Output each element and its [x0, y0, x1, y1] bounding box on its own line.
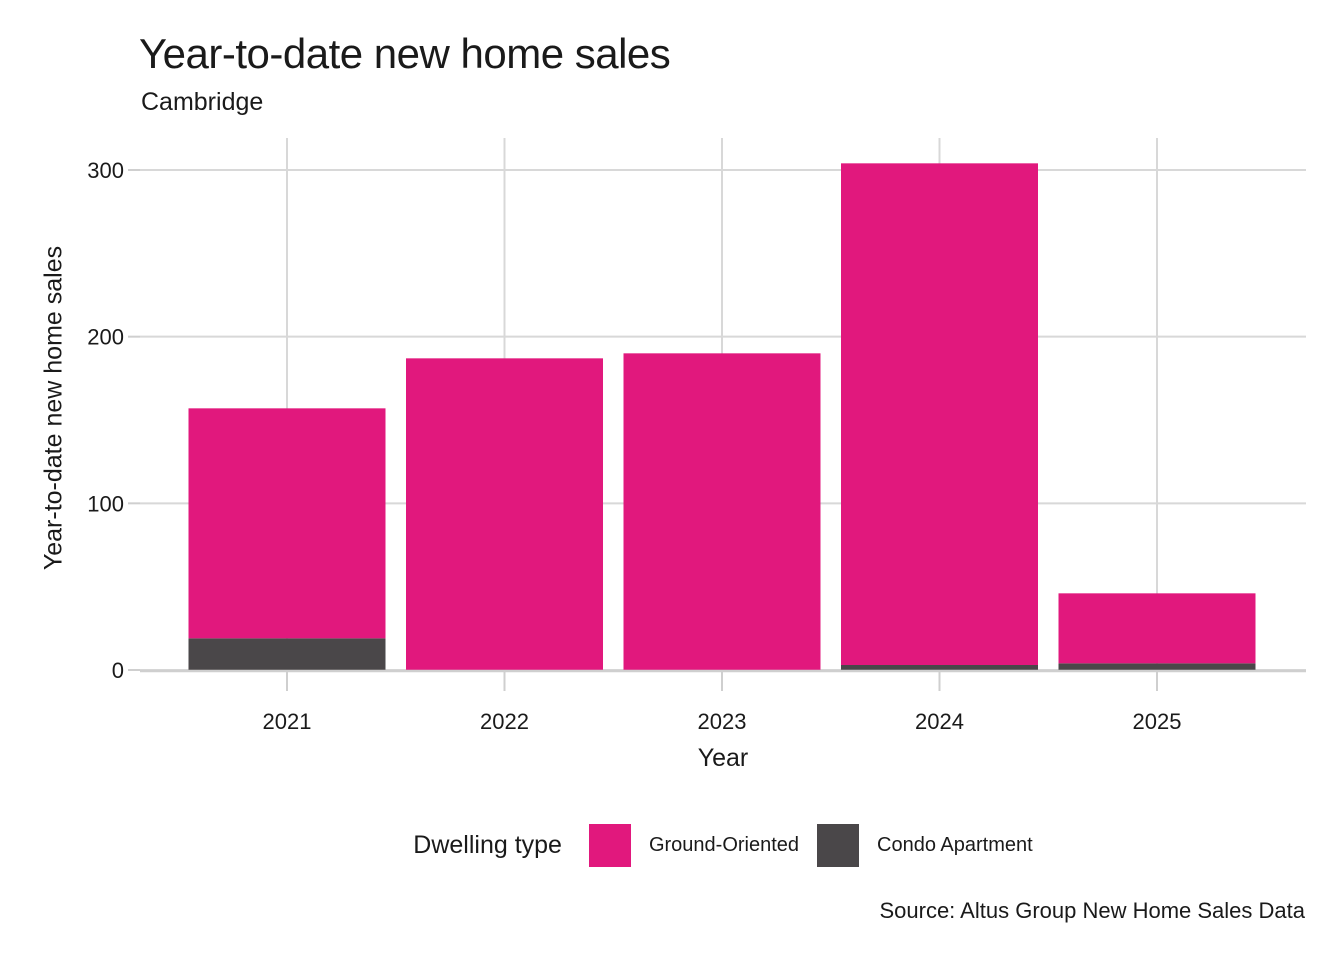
x-tick-label: 2025	[1133, 709, 1182, 734]
bar-segment-2021-ground-oriented	[188, 408, 386, 639]
chart-subtitle: Cambridge	[141, 88, 264, 116]
legend-label: Ground-Oriented	[648, 833, 800, 856]
y-axis-title: Year-to-date new home sales	[39, 245, 68, 571]
x-tick-label: 2021	[263, 709, 312, 734]
ground-oriented-swatch-icon	[588, 823, 631, 867]
legend-label: Condo Apartment	[877, 833, 1033, 856]
bar-segment-2022-ground-oriented	[406, 358, 603, 670]
x-axis-title: Year	[697, 744, 749, 772]
legend-item-ground-oriented: Ground-Oriented	[588, 823, 800, 867]
y-tick-label: 300	[87, 158, 124, 183]
x-tick-label: 2023	[698, 709, 747, 734]
y-tick-label: 0	[112, 658, 124, 683]
legend-item-condo-apartment: Condo Apartment	[817, 823, 1033, 867]
bar-segment-2023-ground-oriented	[623, 353, 821, 670]
bar-segment-2024-ground-oriented	[841, 163, 1038, 666]
source-note: Source: Altus Group New Home Sales Data	[879, 898, 1305, 923]
bar-segment-2024-condo-apartment	[841, 665, 1038, 670]
chart-title: Year-to-date new home sales	[139, 30, 671, 77]
y-tick-label: 200	[87, 325, 124, 350]
x-tick-label: 2022	[480, 709, 529, 734]
legend: Dwelling type Ground-Oriented Condo Apar…	[140, 816, 1306, 874]
x-tick-label: 2024	[915, 709, 964, 734]
legend-title: Dwelling type	[413, 830, 562, 859]
condo-apartment-swatch-icon	[817, 823, 860, 867]
bar-segment-2021-condo-apartment	[188, 638, 386, 670]
y-tick-label: 100	[87, 491, 124, 516]
bar-segment-2025-condo-apartment	[1058, 663, 1256, 670]
bar-segment-2025-ground-oriented	[1058, 593, 1256, 664]
